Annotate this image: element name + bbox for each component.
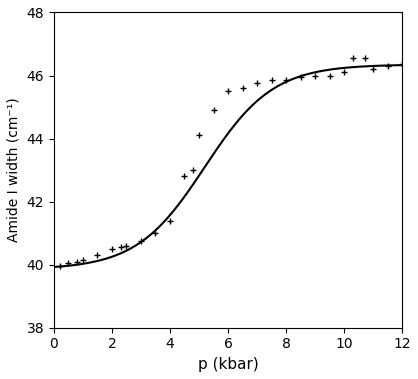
Point <box>268 77 275 83</box>
Point <box>74 258 80 265</box>
Point <box>361 55 368 61</box>
X-axis label: p (kbar): p (kbar) <box>198 357 258 372</box>
Point <box>152 230 159 236</box>
Point <box>56 263 63 269</box>
Point <box>254 80 260 86</box>
Point <box>341 69 347 75</box>
Point <box>312 72 319 78</box>
Point <box>138 238 144 244</box>
Point <box>65 260 72 266</box>
Point <box>385 63 391 69</box>
Point <box>239 85 246 91</box>
Point <box>94 252 101 258</box>
Point <box>210 107 217 113</box>
Point <box>117 244 124 251</box>
Point <box>349 55 356 61</box>
Point <box>190 167 196 173</box>
Point <box>283 77 289 83</box>
Point <box>196 132 202 138</box>
Point <box>297 74 304 80</box>
Point <box>79 257 86 263</box>
Point <box>399 61 405 67</box>
Point <box>370 66 377 72</box>
Point <box>109 246 115 252</box>
Point <box>225 88 232 94</box>
Point <box>181 173 188 179</box>
Point <box>326 72 333 78</box>
Point <box>123 243 130 249</box>
Y-axis label: Amide I width (cm⁻¹): Amide I width (cm⁻¹) <box>7 98 21 243</box>
Point <box>167 218 173 224</box>
